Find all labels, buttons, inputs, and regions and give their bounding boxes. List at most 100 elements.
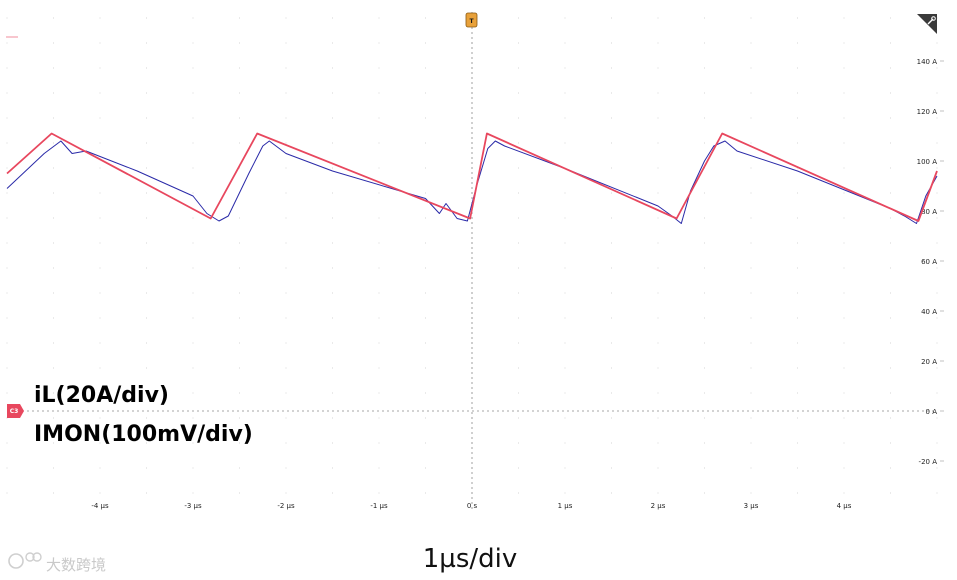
grid-dot (6, 167, 8, 169)
grid-dot (285, 217, 287, 219)
trigger-label: T (469, 18, 474, 25)
grid-dot (332, 492, 333, 494)
grid-dot (564, 367, 566, 369)
grid-dot (99, 417, 101, 419)
grid-dot (704, 67, 705, 69)
grid-dot (843, 492, 845, 494)
grid-dot (378, 467, 380, 469)
grid-dot (378, 292, 380, 294)
grid-dot (239, 342, 240, 344)
grid-dot (285, 392, 287, 394)
grid-dot (192, 117, 194, 119)
grid-dot (146, 442, 147, 444)
grid-dot (425, 267, 426, 269)
grid-dot (657, 467, 659, 469)
grid-dot (890, 217, 891, 219)
grid-dot (518, 492, 519, 494)
grid-dot (611, 267, 612, 269)
y-tick-label: -20 A (919, 458, 938, 466)
grid-dot (6, 317, 8, 319)
grid-dot (239, 367, 240, 369)
grid-dot (53, 117, 54, 119)
x-tick-label: 0 s (467, 502, 478, 510)
grid-dot (843, 242, 845, 244)
grid-dot (797, 142, 798, 144)
grid-dot (657, 442, 659, 444)
grid-dot (936, 342, 938, 344)
grid-dot (518, 67, 519, 69)
grid-dot (332, 67, 333, 69)
grid-dot (797, 467, 798, 469)
grid-dot (239, 142, 240, 144)
grid-dot (285, 467, 287, 469)
grid-dot (53, 392, 54, 394)
grid-dot (750, 417, 752, 419)
grid-dot (611, 492, 612, 494)
grid-dot (564, 42, 566, 44)
grid-dot (750, 442, 752, 444)
chart-grid (6, 17, 938, 494)
grid-dot (425, 17, 426, 19)
grid-dot (936, 317, 938, 319)
grid-dot (843, 167, 845, 169)
grid-dot (239, 17, 240, 19)
grid-dot (890, 192, 891, 194)
grid-dot (890, 492, 891, 494)
grid-dot (936, 467, 938, 469)
grid-dot (285, 292, 287, 294)
grid-dot (6, 192, 8, 194)
grid-dot (285, 117, 287, 119)
grid-dot (239, 467, 240, 469)
grid-dot (99, 292, 101, 294)
grid-dot (704, 342, 705, 344)
grid-dot (6, 342, 8, 344)
grid-dot (285, 167, 287, 169)
grid-dot (285, 67, 287, 69)
grid-dot (750, 217, 752, 219)
settings-wrench-icon[interactable] (917, 14, 937, 34)
grid-dot (797, 417, 798, 419)
grid-dot (332, 242, 333, 244)
grid-dot (192, 217, 194, 219)
grid-dot (890, 467, 891, 469)
grid-dot (53, 442, 54, 444)
grid-dot (6, 267, 8, 269)
grid-dot (611, 42, 612, 44)
grid-dot (239, 442, 240, 444)
grid-dot (518, 17, 519, 19)
grid-dot (890, 42, 891, 44)
grid-dot (704, 117, 705, 119)
grid-dot (843, 392, 845, 394)
legend-imon: IMON(100mV/div) (34, 422, 253, 447)
grid-dot (797, 367, 798, 369)
grid-dot (611, 292, 612, 294)
grid-dot (936, 492, 938, 494)
grid-dot (704, 217, 705, 219)
y-tick-label: 40 A (921, 308, 937, 316)
grid-dot (704, 317, 705, 319)
grid-dot (657, 367, 659, 369)
grid-dot (146, 142, 147, 144)
grid-dot (890, 392, 891, 394)
grid-dot (750, 42, 752, 44)
grid-dot (843, 442, 845, 444)
grid-dot (564, 242, 566, 244)
grid-dot (890, 417, 891, 419)
grid-dot (657, 492, 659, 494)
grid-dot (750, 167, 752, 169)
grid-dot (518, 292, 519, 294)
grid-dot (285, 42, 287, 44)
series-il-line (6, 132, 938, 222)
grid-dot (99, 267, 101, 269)
grid-dot (704, 492, 705, 494)
grid-dot (797, 267, 798, 269)
grid-dot (53, 292, 54, 294)
grid-dot (890, 17, 891, 19)
grid-dot (239, 92, 240, 94)
grid-dot (797, 342, 798, 344)
grid-dot (378, 42, 380, 44)
grid-dot (797, 392, 798, 394)
grid-dot (285, 417, 287, 419)
grid-dot (657, 342, 659, 344)
grid-dot (285, 342, 287, 344)
